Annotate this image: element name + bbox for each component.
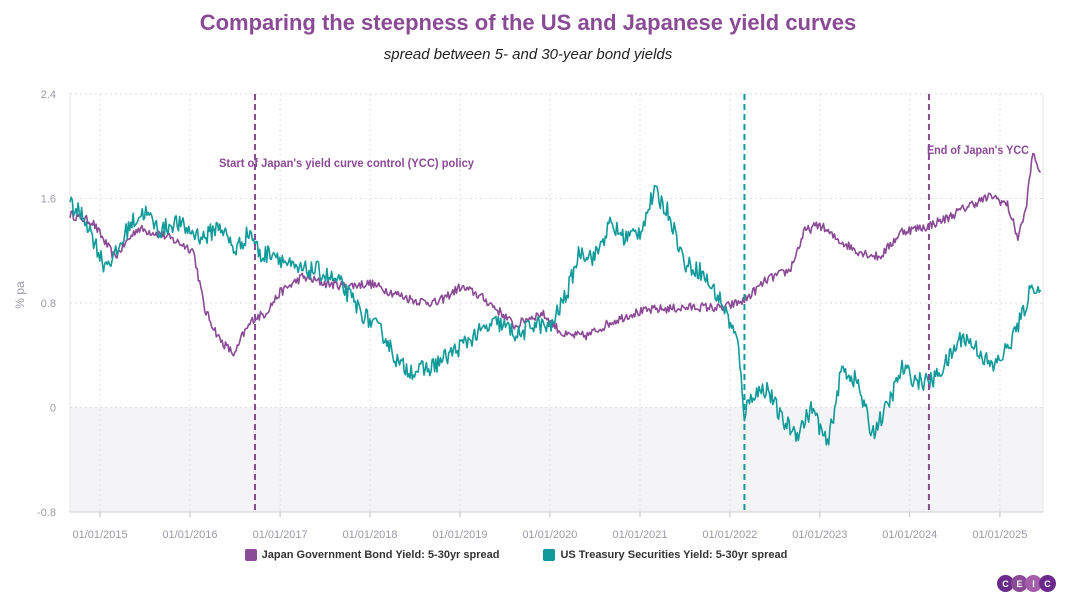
legend-label-japan: Japan Government Bond Yield: 5-30yr spre… — [261, 549, 500, 561]
series-line-us — [69, 184, 1042, 446]
x-tick-label: 01/01/2023 — [792, 529, 847, 541]
ceic-logo: C E I C — [997, 575, 1056, 592]
logo-letter: C — [1039, 575, 1056, 592]
legend-label-us: US Treasury Securities Yield: 5-30yr spr… — [560, 549, 788, 561]
x-tick-label: 01/01/2025 — [972, 529, 1027, 541]
x-tick-label: 01/01/2021 — [612, 529, 667, 541]
negative-region — [70, 407, 1043, 512]
x-tick-label: 01/01/2022 — [702, 529, 757, 541]
x-tick-label: 01/01/2024 — [882, 529, 937, 541]
x-tick-label: 01/01/2017 — [253, 529, 308, 541]
y-tick-label: 1.6 — [41, 194, 56, 206]
chart-title: Comparing the steepness of the US and Ja… — [199, 10, 857, 35]
y-axis-label: % pa — [13, 281, 27, 309]
legend-item-us[interactable]: US Treasury Securities Yield: 5-30yr spr… — [543, 549, 787, 561]
x-tick-label: 01/01/2016 — [162, 529, 217, 541]
x-tick-label: 01/01/2018 — [342, 529, 397, 541]
y-tick-label: -0.8 — [37, 507, 56, 519]
legend-swatch-us — [543, 549, 556, 561]
x-tick-label: 01/01/2020 — [522, 529, 577, 541]
x-tick-label: 01/01/2015 — [73, 529, 128, 541]
chart-legend: Japan Government Bond Yield: 5-30yr spre… — [0, 549, 1072, 561]
logo-letter: C — [997, 575, 1014, 592]
annotation-label: End of Japan's YCC — [927, 143, 1029, 157]
x-tick-label: 01/01/2019 — [432, 529, 487, 541]
logo-letter: I — [1025, 575, 1042, 592]
chart-subtitle: spread between 5- and 30-year bond yield… — [383, 46, 673, 63]
y-tick-label: 0 — [50, 403, 56, 415]
series-line-japan — [69, 152, 1042, 357]
legend-swatch-japan — [244, 549, 257, 561]
annotation-label: Start of Japan's yield curve control (YC… — [219, 156, 474, 170]
logo-letter: E — [1011, 575, 1028, 592]
y-tick-label: 2.4 — [41, 89, 56, 101]
legend-item-japan[interactable]: Japan Government Bond Yield: 5-30yr spre… — [244, 549, 500, 561]
y-tick-label: 0.8 — [41, 298, 56, 310]
